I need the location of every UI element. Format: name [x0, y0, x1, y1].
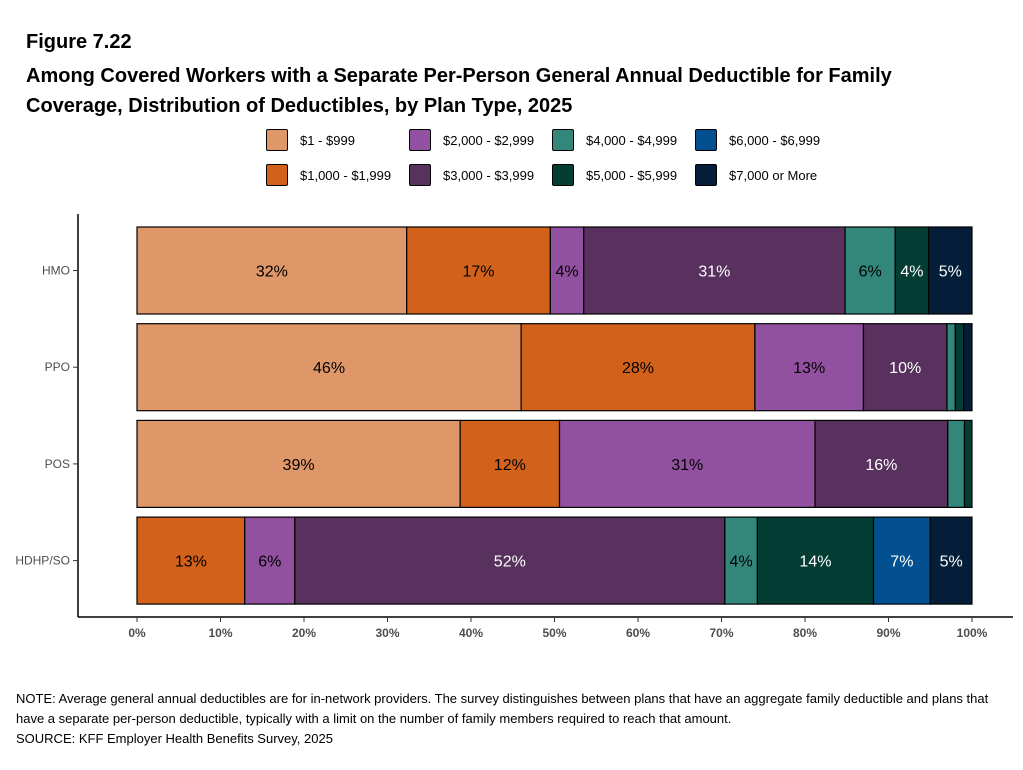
legend-item: $1,000 - $1,999 — [266, 162, 391, 188]
bar-segment — [954, 323, 965, 412]
legend-label: $1 - $999 — [300, 132, 355, 148]
data-label: 46% — [313, 360, 345, 377]
data-label: 17% — [462, 264, 494, 281]
figure-label: Figure 7.22 — [26, 31, 132, 53]
x-tick-label: 70% — [709, 626, 733, 640]
bar-segment — [558, 419, 816, 508]
legend-swatch — [695, 164, 717, 186]
legend-swatch — [409, 129, 431, 151]
legend-label: $2,000 - $2,999 — [443, 132, 535, 148]
bar-segment — [756, 516, 875, 605]
data-label: 5% — [940, 554, 963, 571]
data-label: 16% — [865, 457, 897, 474]
legend-label: $3,000 - $3,999 — [443, 167, 535, 183]
legend-item: $3,000 - $3,999 — [409, 162, 534, 188]
legend-item: $7,000 or More — [695, 162, 817, 188]
data-label: 32% — [256, 264, 288, 281]
data-label: 4% — [555, 264, 578, 281]
legend-swatch — [266, 129, 288, 151]
data-label: 13% — [175, 554, 207, 571]
legend-item: $5,000 - $5,999 — [552, 162, 677, 188]
y-tick-label: PPO — [45, 360, 70, 374]
data-label: 10% — [889, 360, 921, 377]
legend-label: $6,000 - $6,999 — [729, 132, 821, 148]
note-text: NOTE: Average general annual deductibles… — [16, 691, 989, 726]
chart-notes: NOTE: Average general annual deductibles… — [16, 689, 1016, 749]
data-label: 6% — [859, 264, 882, 281]
x-tick-label: 100% — [957, 626, 988, 640]
chart-legend: $1 - $999 $1,000 - $1,999 $2,000 - $2,99… — [266, 127, 866, 189]
chart-title: Among Covered Workers with a Separate Pe… — [26, 65, 892, 117]
data-label: 39% — [283, 457, 315, 474]
bar-segment — [136, 516, 246, 605]
x-tick-label: 30% — [375, 626, 399, 640]
bar-segment — [294, 516, 726, 605]
bar-segment — [894, 226, 930, 315]
stacked-bar-chart: 0% 10% 20% 30% 40% 50% 60% 70% 80% 90% 100% HMO 32% 1… — [15, 214, 1013, 640]
data-label: 5% — [939, 264, 962, 281]
legend-item: $2,000 - $2,999 — [409, 127, 534, 153]
bar-segment — [520, 323, 756, 412]
bar-segment — [963, 419, 973, 508]
data-label: 14% — [799, 554, 831, 571]
legend-item: $1 - $999 — [266, 127, 355, 153]
data-label: 6% — [258, 554, 281, 571]
x-tick-label: 80% — [793, 626, 817, 640]
data-label: 31% — [698, 264, 730, 281]
x-tick-label: 40% — [459, 626, 483, 640]
bar-segment — [929, 516, 973, 605]
bar-segment — [946, 323, 956, 412]
x-tick-label: 20% — [292, 626, 316, 640]
bar-segment — [814, 419, 949, 508]
legend-swatch — [409, 164, 431, 186]
y-tick-label: HMO — [42, 264, 70, 278]
bar-segment — [136, 323, 522, 412]
legend-swatch — [552, 129, 574, 151]
bar-segment — [947, 419, 966, 508]
bar-segment — [724, 516, 759, 605]
bar-segment — [459, 419, 561, 508]
legend-label: $7,000 or More — [729, 167, 818, 183]
x-tick-label: 0% — [128, 626, 146, 640]
bar-segment — [136, 419, 461, 508]
data-label: 13% — [793, 360, 825, 377]
legend-label: $5,000 - $5,999 — [586, 167, 678, 183]
legend-label: $4,000 - $4,999 — [586, 132, 678, 148]
y-tick-label: HDHP/SO — [15, 554, 70, 568]
data-label: 52% — [494, 554, 526, 571]
bar-segment — [927, 226, 973, 315]
legend-swatch — [695, 129, 717, 151]
data-label: 12% — [494, 457, 526, 474]
legend-swatch — [266, 164, 288, 186]
data-label: 31% — [671, 457, 703, 474]
bar-segment — [963, 323, 973, 412]
x-tick-label: 90% — [876, 626, 900, 640]
source-text: SOURCE: KFF Employer Health Benefits Sur… — [16, 731, 333, 746]
x-tick-label: 50% — [542, 626, 566, 640]
legend-item: $6,000 - $6,999 — [695, 127, 820, 153]
data-label: 28% — [622, 360, 654, 377]
bar-segment — [244, 516, 296, 605]
data-label: 7% — [890, 554, 913, 571]
x-tick-label: 10% — [208, 626, 232, 640]
legend-swatch — [552, 164, 574, 186]
y-tick-label: POS — [45, 457, 70, 471]
data-label: 4% — [900, 264, 923, 281]
legend-label: $1,000 - $1,999 — [300, 167, 392, 183]
bar-segment — [862, 323, 948, 412]
data-label: 4% — [730, 554, 753, 571]
bar-segment — [754, 323, 865, 412]
legend-item: $4,000 - $4,999 — [552, 127, 677, 153]
x-tick-label: 60% — [626, 626, 650, 640]
bar-segment — [872, 516, 931, 605]
